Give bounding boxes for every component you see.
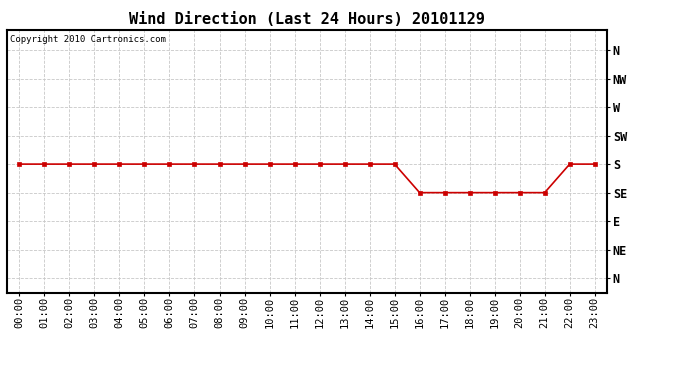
Title: Wind Direction (Last 24 Hours) 20101129: Wind Direction (Last 24 Hours) 20101129 bbox=[129, 12, 485, 27]
Text: Copyright 2010 Cartronics.com: Copyright 2010 Cartronics.com bbox=[10, 35, 166, 44]
